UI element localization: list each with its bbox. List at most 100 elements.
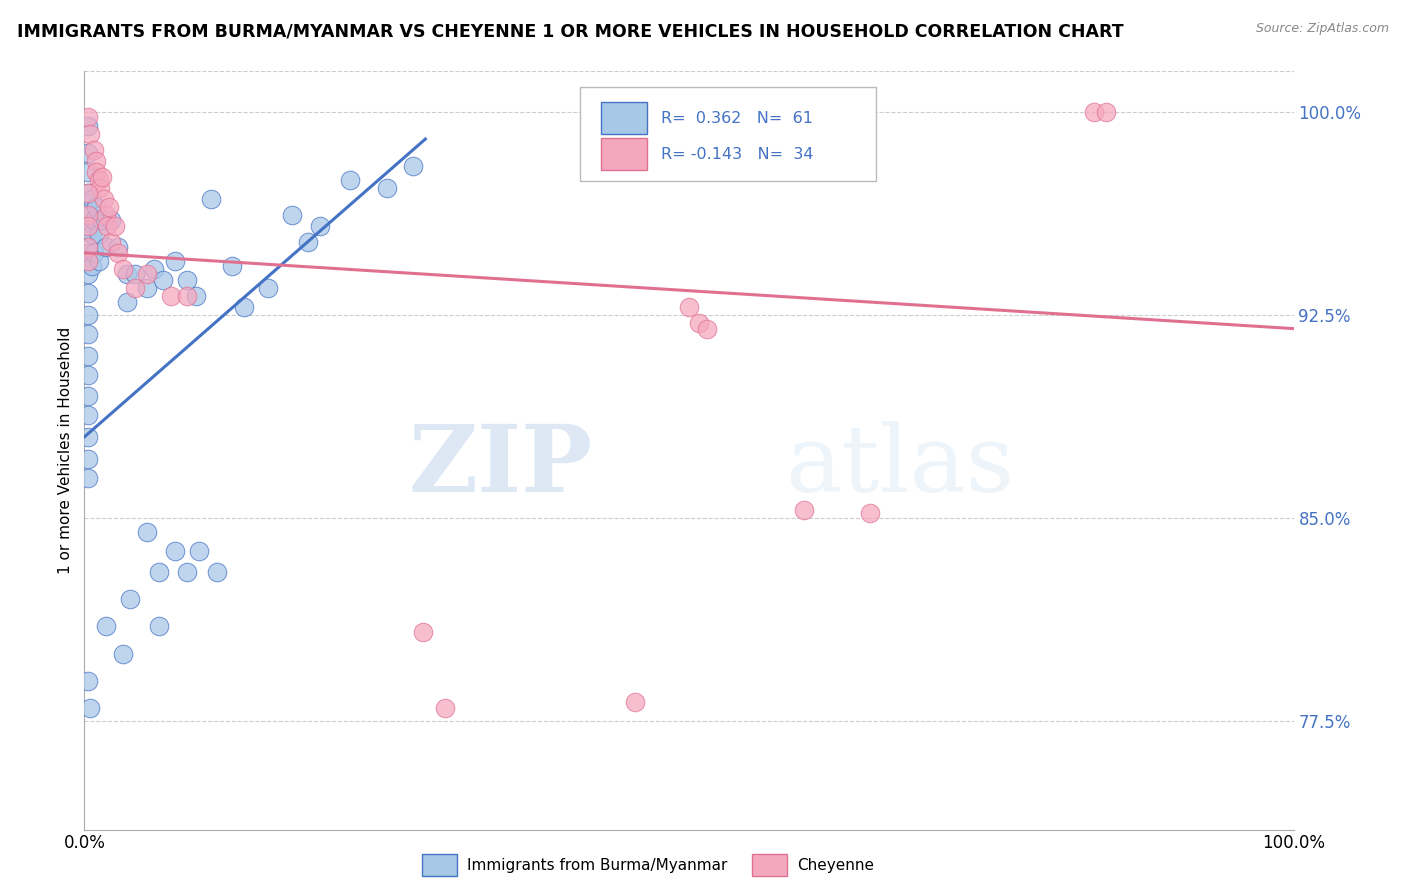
Point <box>77 240 100 254</box>
Point <box>297 235 319 249</box>
Point <box>77 119 100 133</box>
Point <box>79 127 101 141</box>
Point <box>339 172 361 186</box>
Point <box>402 159 425 173</box>
Point <box>112 262 135 277</box>
Point <box>87 253 110 268</box>
Point <box>86 153 108 168</box>
FancyBboxPatch shape <box>600 103 647 135</box>
Point <box>77 186 100 201</box>
Text: Cheyenne: Cheyenne <box>797 858 875 872</box>
Point <box>91 213 114 227</box>
Point <box>77 219 100 233</box>
Point <box>100 235 122 249</box>
Point <box>859 506 882 520</box>
Point <box>107 240 129 254</box>
Point <box>87 172 110 186</box>
Point <box>83 143 105 157</box>
Point <box>678 300 700 314</box>
Point <box>100 213 122 227</box>
Point <box>375 181 398 195</box>
Point <box>120 592 142 607</box>
Text: R=  0.362   N=  61: R= 0.362 N= 61 <box>661 111 813 126</box>
Point <box>1095 105 1118 120</box>
Point <box>107 245 129 260</box>
Text: Immigrants from Burma/Myanmar: Immigrants from Burma/Myanmar <box>467 858 727 872</box>
Point <box>433 700 456 714</box>
Point <box>86 164 108 178</box>
Text: R= -0.143   N=  34: R= -0.143 N= 34 <box>661 146 814 161</box>
Point <box>77 368 100 382</box>
Point <box>281 208 304 222</box>
Point <box>77 145 100 160</box>
Point <box>77 451 100 466</box>
Point <box>77 349 100 363</box>
Text: Source: ZipAtlas.com: Source: ZipAtlas.com <box>1256 22 1389 36</box>
Point <box>77 470 100 484</box>
Point <box>136 524 159 539</box>
Point <box>165 253 187 268</box>
Point <box>80 260 103 274</box>
Point <box>94 240 117 254</box>
Point <box>136 281 159 295</box>
Point <box>793 503 815 517</box>
Point <box>148 566 170 580</box>
Point <box>96 219 118 233</box>
Point <box>115 294 138 309</box>
Point <box>77 111 100 125</box>
Point <box>1083 105 1105 120</box>
Point <box>77 268 100 282</box>
Point <box>233 300 256 314</box>
Point <box>696 321 718 335</box>
Point <box>207 566 229 580</box>
Point <box>77 409 100 423</box>
Point <box>77 326 100 341</box>
Point <box>176 566 198 580</box>
Point <box>136 268 159 282</box>
FancyBboxPatch shape <box>581 87 876 181</box>
Point <box>80 192 103 206</box>
Point <box>104 219 127 233</box>
Y-axis label: 1 or more Vehicles in Household: 1 or more Vehicles in Household <box>58 326 73 574</box>
Point <box>77 308 100 322</box>
Point <box>412 624 434 639</box>
Point <box>77 673 100 688</box>
Point <box>86 200 108 214</box>
Text: ZIP: ZIP <box>408 421 592 510</box>
Point <box>124 268 146 282</box>
Point <box>77 186 100 201</box>
Point <box>176 273 198 287</box>
Point <box>80 227 103 241</box>
Point <box>115 268 138 282</box>
Point <box>188 543 211 558</box>
Point <box>79 700 101 714</box>
Point <box>77 430 100 444</box>
Point <box>124 281 146 295</box>
Point <box>176 289 198 303</box>
FancyBboxPatch shape <box>600 138 647 170</box>
Point <box>83 245 105 260</box>
Point <box>165 543 187 558</box>
Point <box>77 208 100 222</box>
Point <box>77 253 100 268</box>
Text: atlas: atlas <box>786 421 1015 510</box>
Point <box>688 316 710 330</box>
Point <box>77 205 100 219</box>
Point <box>87 227 110 241</box>
Point <box>221 260 243 274</box>
Point <box>77 245 100 260</box>
Point <box>257 281 280 295</box>
Point <box>309 219 332 233</box>
Point <box>623 695 645 709</box>
Point <box>77 389 100 403</box>
Point <box>160 289 183 303</box>
Point <box>83 213 105 227</box>
Point <box>89 181 111 195</box>
Point <box>93 192 115 206</box>
Point <box>143 262 166 277</box>
Point <box>97 200 120 214</box>
Point <box>112 647 135 661</box>
Point <box>200 192 222 206</box>
Point <box>148 619 170 633</box>
Point <box>91 169 114 184</box>
